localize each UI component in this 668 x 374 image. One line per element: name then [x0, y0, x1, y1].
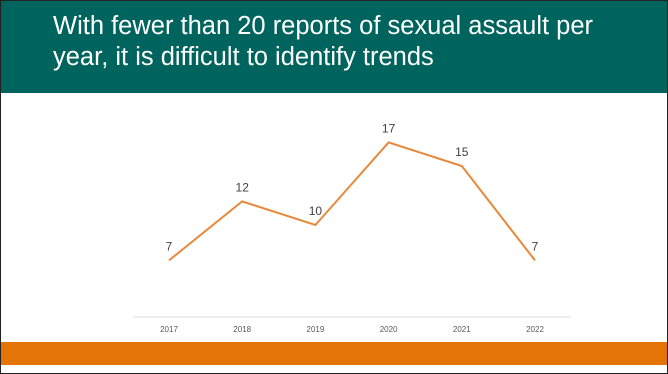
x-tick-2020: 2020 [380, 325, 398, 334]
data-label-2018: 12 [236, 180, 250, 194]
line-chart: 7 12 10 17 15 7 2017 2018 2019 2020 2021 2022 [133, 121, 571, 334]
data-label-2020: 17 [382, 121, 396, 135]
footer-bar [1, 342, 667, 365]
x-tick-2021: 2021 [453, 325, 471, 334]
x-tick-labels: 2017 2018 2019 2020 2021 2022 [160, 325, 544, 334]
data-label-2017: 7 [166, 239, 173, 253]
data-label-2022: 7 [532, 239, 539, 253]
slide-title: With fewer than 20 reports of sexual ass… [53, 12, 594, 71]
data-labels: 7 12 10 17 15 7 [166, 121, 539, 253]
data-label-2021: 15 [455, 145, 469, 159]
data-label-2019: 10 [309, 204, 323, 218]
x-tick-2018: 2018 [233, 325, 251, 334]
title-banner: With fewer than 20 reports of sexual ass… [1, 1, 667, 93]
x-tick-2017: 2017 [160, 325, 178, 334]
series-line [168, 141, 536, 262]
x-tick-2019: 2019 [307, 325, 325, 334]
x-tick-2022: 2022 [526, 325, 544, 334]
